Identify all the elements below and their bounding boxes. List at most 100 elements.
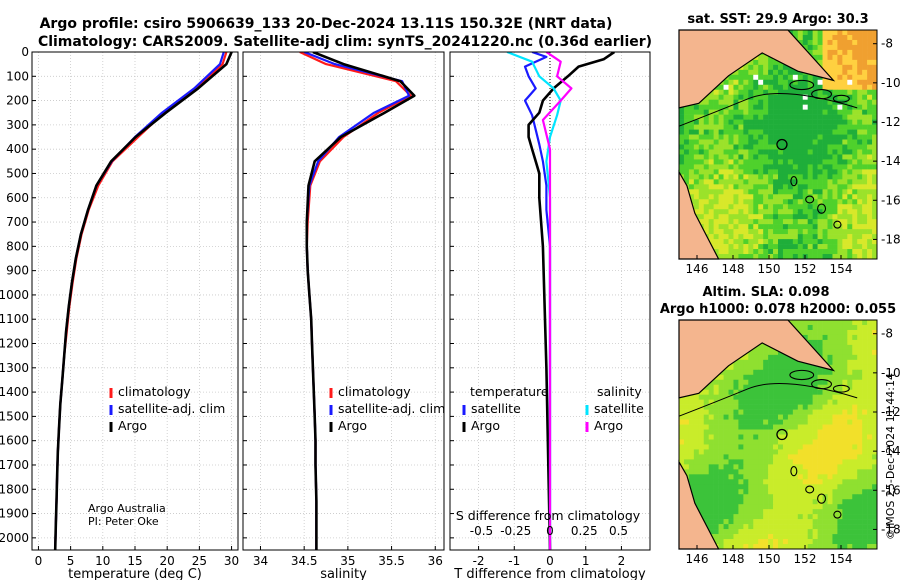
legend-title-temperature: temperature bbox=[470, 384, 549, 399]
y-tick-label: 1700 bbox=[0, 458, 29, 472]
figure-title-line1: Argo profile: csiro 5906639_133 20-Dec-2… bbox=[40, 16, 613, 32]
land-new-guinea bbox=[678, 29, 836, 109]
lat-tick-label: -8 bbox=[881, 37, 893, 51]
x-tick-label: 30 bbox=[224, 554, 239, 568]
s-difference-tick-label: 0.5 bbox=[609, 524, 628, 538]
lat-tick-label: -14 bbox=[881, 154, 900, 168]
lat-tick-label: -10 bbox=[881, 76, 900, 90]
series-line-temperature-argo bbox=[527, 52, 616, 550]
legend-label: climatology bbox=[338, 384, 411, 399]
island bbox=[790, 466, 798, 477]
lon-tick-label: 148 bbox=[722, 262, 745, 276]
y-tick-label: 900 bbox=[6, 264, 29, 278]
lat-tick-label: -18 bbox=[881, 522, 900, 536]
argo-location-marker bbox=[776, 138, 788, 151]
island bbox=[817, 493, 827, 504]
x-tick-label: 25 bbox=[192, 554, 207, 568]
salinity-panel: 34 34.5 35 35.5 36 salinity climatology satelli… bbox=[242, 51, 445, 580]
x-tick-label: 36 bbox=[428, 554, 443, 568]
legend-label: satellite-adj. clim bbox=[118, 401, 225, 416]
x-tick-label: 10 bbox=[95, 554, 110, 568]
sla-map: 146 148 150 152 154 -8 -10 -12 -14 -16 -18 bbox=[678, 319, 900, 566]
lon-tick-label: 152 bbox=[794, 552, 817, 566]
y-tick-label: 1500 bbox=[0, 409, 29, 423]
credit-line1: Argo Australia bbox=[88, 502, 166, 515]
lon-tick-label: 152 bbox=[794, 262, 817, 276]
legend-label: Argo bbox=[338, 418, 367, 433]
axes-box bbox=[449, 51, 651, 551]
island bbox=[833, 220, 842, 229]
s-difference-label: S difference from climatology bbox=[456, 508, 641, 523]
axes-box bbox=[242, 51, 445, 551]
island bbox=[805, 195, 815, 204]
x-axis-label: temperature (deg C) bbox=[68, 567, 202, 580]
series-line-salinity-argo bbox=[541, 52, 573, 550]
lat-tick-label: -12 bbox=[881, 405, 900, 419]
x-tick-label: 35.5 bbox=[378, 554, 405, 568]
sst-map-title: sat. SST: 29.9 Argo: 30.3 bbox=[687, 12, 868, 27]
island bbox=[789, 369, 815, 381]
series-line-argo bbox=[53, 52, 233, 550]
map-frame bbox=[678, 29, 878, 260]
y-tick-label: 1300 bbox=[0, 361, 29, 375]
series-line-temperature-satellite bbox=[523, 52, 552, 550]
y-tick-label: 1900 bbox=[0, 507, 29, 521]
island bbox=[832, 94, 850, 103]
s-difference-tick-label: 0 bbox=[546, 524, 554, 538]
legend-label: climatology bbox=[118, 384, 191, 399]
y-tick-label: 2000 bbox=[0, 531, 29, 545]
y-tick-label: 1600 bbox=[0, 434, 29, 448]
y-tick-label: 400 bbox=[6, 142, 29, 156]
lat-tick-label: -16 bbox=[881, 483, 900, 497]
x-tick-label: 35 bbox=[340, 554, 355, 568]
lon-tick-label: 154 bbox=[830, 262, 853, 276]
s-difference-tick-label: -0.5 bbox=[470, 524, 493, 538]
s-difference-tick-label: -0.25 bbox=[500, 524, 531, 538]
y-tick-label: 200 bbox=[6, 94, 29, 108]
island bbox=[833, 510, 842, 519]
s-difference-tick-label: 0.25 bbox=[571, 524, 598, 538]
x-tick-label: -1 bbox=[508, 554, 520, 568]
temperature-panel: 0 5 10 15 20 25 30 temperature (deg C) 0 100 200 30… bbox=[0, 45, 239, 580]
series-line-argo bbox=[305, 52, 416, 550]
lon-tick-label: 150 bbox=[758, 262, 781, 276]
y-tick-label: 600 bbox=[6, 191, 29, 205]
lon-tick-label: 146 bbox=[686, 262, 709, 276]
difference-panel: -2 -1 0 1 2T difference from climatology temp… bbox=[449, 51, 651, 580]
x-tick-label: 1 bbox=[582, 554, 590, 568]
x-tick-label: 2 bbox=[618, 554, 626, 568]
lon-tick-label: 148 bbox=[722, 552, 745, 566]
y-tick-label: 1400 bbox=[0, 385, 29, 399]
lat-tick-label: -8 bbox=[881, 327, 893, 341]
credit-line2: PI: Peter Oke bbox=[88, 515, 159, 528]
legend-label: Argo bbox=[594, 418, 623, 433]
x-tick-label: 34.5 bbox=[291, 554, 318, 568]
series-group bbox=[506, 52, 616, 550]
contour-line bbox=[678, 93, 858, 127]
legend-label: satellite-adj. clim bbox=[338, 401, 445, 416]
y-tick-label: 1100 bbox=[0, 312, 29, 326]
lat-tick-label: -10 bbox=[881, 366, 900, 380]
lon-tick-label: 154 bbox=[830, 552, 853, 566]
island bbox=[805, 485, 815, 494]
y-tick-label: 0 bbox=[21, 45, 29, 59]
island bbox=[790, 176, 798, 187]
lat-tick-label: -14 bbox=[881, 444, 900, 458]
contour-line bbox=[678, 383, 858, 417]
x-axis-label: T difference from climatology bbox=[453, 567, 646, 580]
x-tick-label: 0 bbox=[35, 554, 43, 568]
x-tick-label: -2 bbox=[473, 554, 485, 568]
lon-tick-label: 150 bbox=[758, 552, 781, 566]
sla-map-title-line1: Altim. SLA: 0.098 bbox=[703, 285, 830, 300]
timestamp: ©IMOS 25-Dec-2024 11:44:14 bbox=[884, 373, 897, 540]
island bbox=[817, 203, 827, 214]
plot-area bbox=[243, 52, 444, 550]
series-group bbox=[53, 52, 233, 550]
y-tick-label: 800 bbox=[6, 239, 29, 253]
axes-box bbox=[31, 51, 239, 551]
series-line-salinity-satellite bbox=[506, 52, 562, 550]
lat-tick-label: -12 bbox=[881, 115, 900, 129]
series-group bbox=[299, 52, 416, 550]
y-tick-label: 1200 bbox=[0, 337, 29, 351]
